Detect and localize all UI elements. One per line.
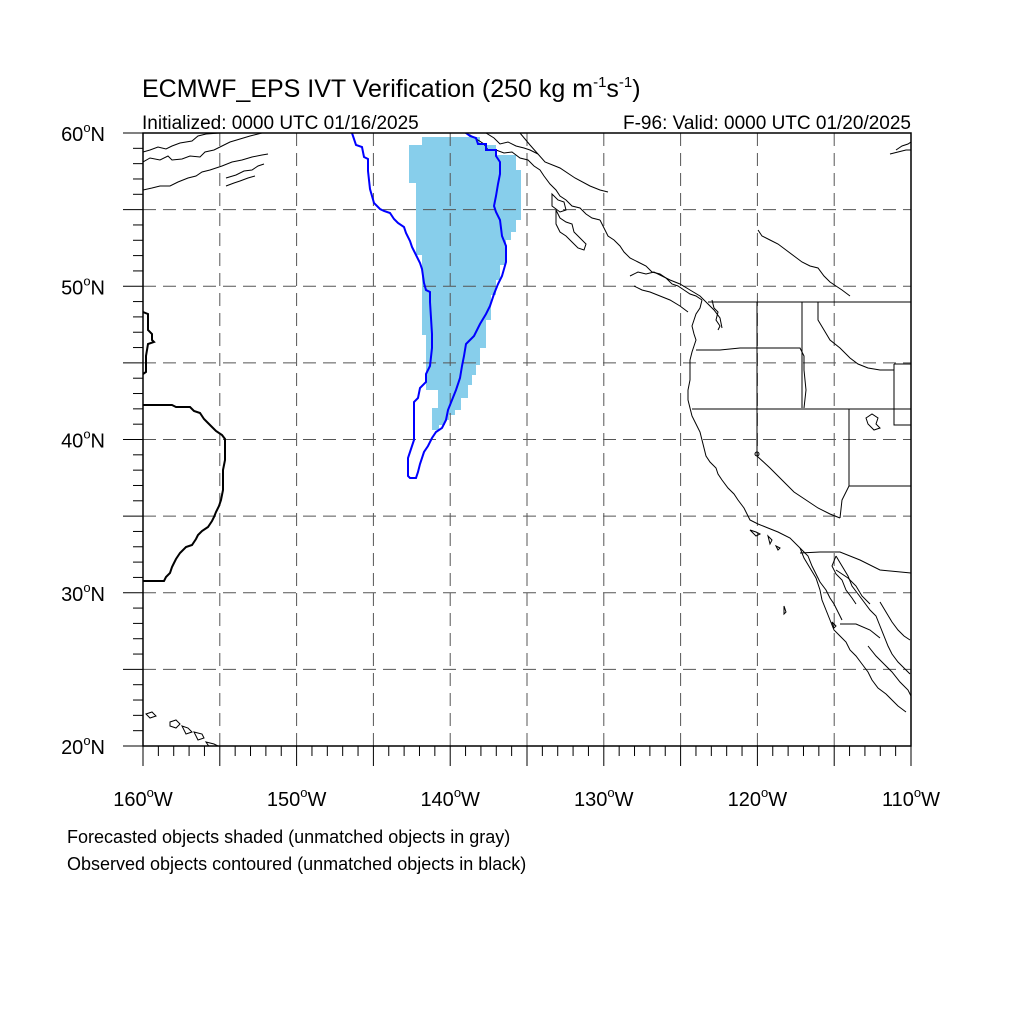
lon-label: 140oW [420, 785, 480, 811]
lat-label: 20oN [61, 733, 105, 759]
longitude-labels: 160oW 150oW 140oW 130oW 120oW 110oW [113, 785, 940, 811]
legend-observed: Observed objects contoured (unmatched ob… [67, 854, 526, 874]
latitude-labels: 60oN 50oN 40oN 30oN 20oN [61, 120, 105, 759]
axis-ticks [123, 132, 912, 766]
lon-label: 110oW [882, 785, 940, 811]
lat-label: 50oN [61, 273, 105, 299]
lon-label: 130oW [574, 785, 634, 811]
observed-unmatched-object [143, 404, 226, 582]
forecast-ivt-object [409, 137, 521, 430]
lon-label: 160oW [113, 785, 173, 811]
lat-label: 40oN [61, 427, 105, 453]
valid-time-label: F-96: Valid: 0000 UTC 01/20/2025 [623, 113, 911, 134]
lon-label: 120oW [728, 785, 788, 811]
lat-label: 60oN [61, 120, 105, 146]
coastlines [143, 133, 911, 746]
lon-label: 150oW [267, 785, 327, 811]
lat-lon-grid [143, 133, 911, 746]
lat-label: 30oN [61, 580, 105, 606]
observed-unmatched-object [143, 311, 156, 375]
observed-matched-object [351, 133, 507, 479]
init-time-label: Initialized: 0000 UTC 01/16/2025 [142, 113, 419, 134]
legend-forecast: Forecasted objects shaded (unmatched obj… [67, 827, 510, 847]
figure-title: ECMWF_EPS IVT Verification (250 kg m-1s-… [142, 74, 641, 103]
